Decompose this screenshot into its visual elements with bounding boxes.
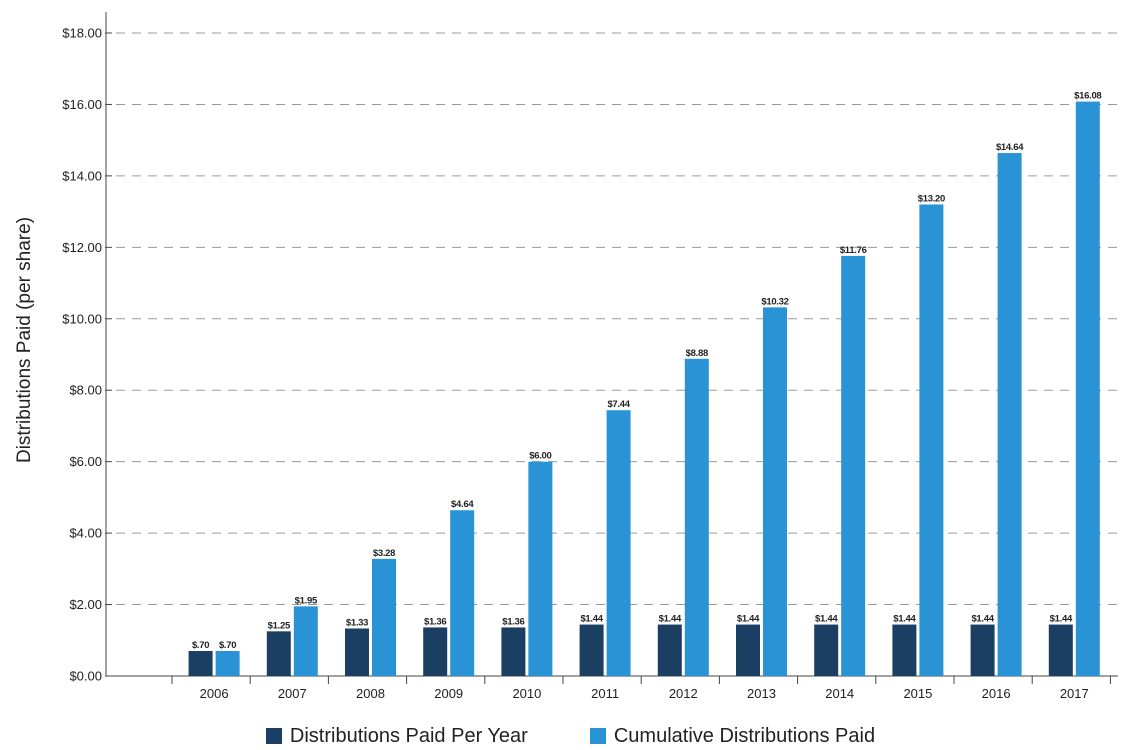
data-label-per-year: $1.44 [659,614,682,625]
y-tick-label: $10.00 [62,311,102,326]
data-label-cumulative: $8.88 [686,348,708,359]
legend-item-cumulative: Cumulative Distributions Paid [572,725,875,748]
bar-per-year [970,624,995,676]
data-label-cumulative: $7.44 [607,399,630,410]
bar-cumulative [763,307,787,676]
x-tick-label: 2014 [825,686,854,701]
x-tick-label: 2016 [982,686,1011,701]
gridlines [116,32,1118,606]
x-tick-label: 2010 [512,686,541,701]
bar-cumulative [919,204,944,676]
bars [188,101,1100,676]
bar-per-year [188,650,213,676]
data-label-per-year: $1.44 [1050,614,1073,625]
bar-per-year [579,624,604,676]
bar-cumulative [1075,101,1100,676]
data-label-cumulative: $3.28 [373,548,395,559]
legend-swatch-cumulative [589,728,606,744]
legend-item-per-year: Distributions Paid Per Year [248,725,528,748]
data-label-per-year: $.70 [192,640,209,651]
bar-cumulative [997,153,1022,676]
bar-cumulative [606,410,631,676]
x-tick-label: 2011 [591,686,619,701]
data-label-cumulative: $4.64 [451,499,474,510]
x-tick-label: 2015 [903,686,932,701]
x-tick-label: 2009 [434,686,463,701]
bar-cumulative [293,606,318,676]
data-label-per-year: $1.44 [893,614,916,625]
legend-label-per-year: Distributions Paid Per Year [289,724,528,747]
bar-chart: $0.00 $2.00 $4.00 $6.00 $8.00 $10.00 $12.00 $14… [14,12,1118,701]
legend: Distributions Paid Per Year Cumulative D… [0,722,1123,750]
bar-per-year [423,627,448,676]
x-tick-label: 2007 [278,686,307,701]
data-label-cumulative: $11.76 [840,245,867,256]
y-tick-label: $6.00 [69,454,102,469]
y-tick-label: $0.00 [69,669,102,684]
data-label-cumulative: $16.08 [1074,91,1101,102]
x-tick-label: 2012 [669,686,698,701]
data-label-per-year: $1.36 [502,616,524,627]
data-label-per-year: $1.44 [815,614,838,625]
y-tick-label: $2.00 [69,597,102,612]
x-tick-label: 2017 [1060,686,1089,701]
x-tick-label: 2006 [200,686,229,701]
bar-cumulative [528,461,553,676]
legend-label-cumulative: Cumulative Distributions Paid [613,724,876,747]
data-label-per-year: $1.44 [971,614,994,625]
bar-per-year [501,627,526,676]
data-label-cumulative: $13.20 [918,193,945,204]
bar-per-year [657,624,682,676]
data-label-per-year: $1.25 [268,620,291,631]
data-label-cumulative: $.70 [219,640,236,651]
data-label-per-year: $1.36 [424,616,446,627]
y-tick-label: $8.00 [69,383,102,398]
bar-per-year [892,624,917,676]
bar-cumulative [372,558,396,676]
axes: $0.00 $2.00 $4.00 $6.00 $8.00 $10.00 $12.00 $14… [62,12,1118,701]
bar-cumulative [841,255,866,676]
data-label-per-year: $1.44 [580,614,603,625]
data-label-cumulative: $6.00 [529,451,551,462]
y-tick-label: $16.00 [62,97,102,112]
x-tick-label: 2008 [356,686,385,701]
data-label-cumulative: $1.95 [295,595,318,606]
y-tick-label: $14.00 [62,168,102,183]
legend-swatch-per-year [265,728,282,744]
x-tick-label: 2013 [747,686,776,701]
bar-per-year [1048,624,1073,676]
data-label-cumulative: $10.32 [761,296,788,307]
data-label-per-year: $1.44 [737,614,760,625]
y-tick-label: $4.00 [69,526,102,541]
bar-per-year [736,624,760,676]
bar-per-year [345,628,369,676]
bar-per-year [814,624,839,676]
y-tick-label: $12.00 [62,240,102,255]
data-label-per-year: $1.33 [346,617,368,628]
bar-cumulative [684,358,709,676]
bar-cumulative [215,650,240,676]
y-axis-label: Distributions Paid (per share) [14,217,35,463]
y-tick-label: $18.00 [62,26,102,41]
data-labels: $.70 $.70 $1.25 $1.95 $1.33 $3.28 $1.36 $4.64 $1… [192,91,1102,651]
bar-cumulative [450,510,475,676]
data-label-cumulative: $14.64 [996,142,1024,153]
bar-per-year [266,631,291,676]
